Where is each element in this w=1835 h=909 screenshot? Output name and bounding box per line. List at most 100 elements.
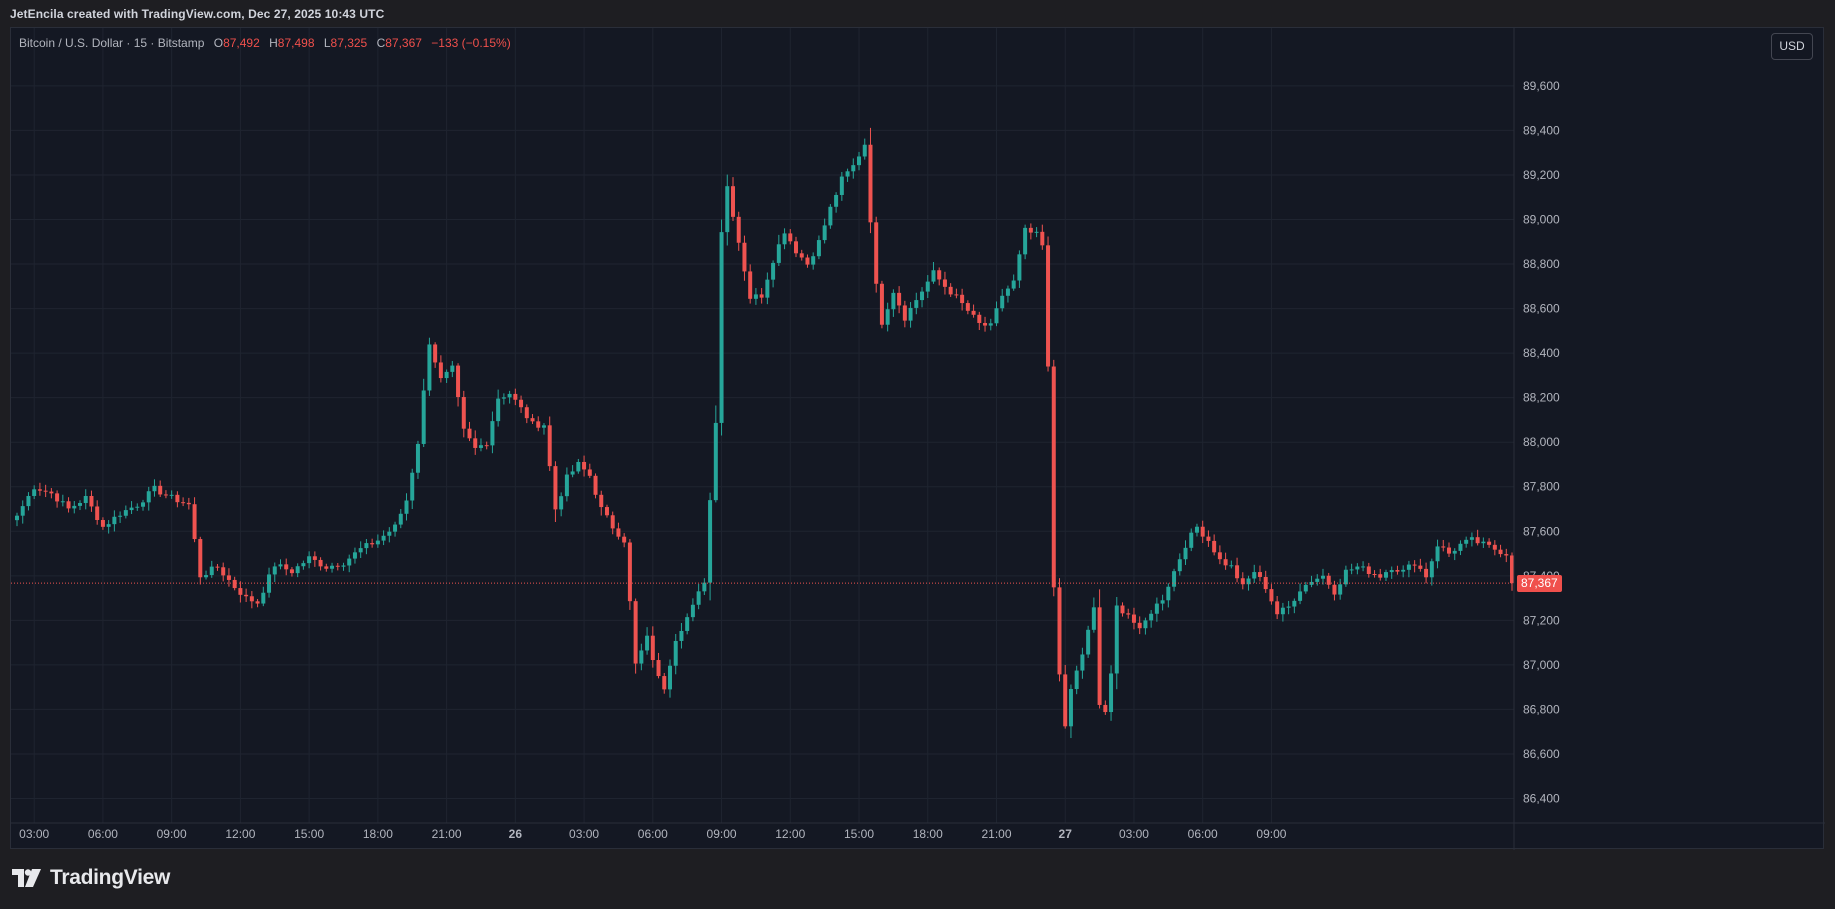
candle	[175, 491, 180, 508]
candlestick-chart[interactable]: 86,40086,60086,80087,00087,20087,40087,6…	[11, 28, 1825, 850]
candle	[622, 533, 627, 548]
candle	[604, 504, 609, 518]
candle-body	[988, 323, 993, 326]
candle-body	[169, 494, 174, 496]
candle	[696, 583, 701, 610]
candle	[960, 288, 965, 311]
x-tick-label: 06:00	[88, 827, 118, 841]
candle	[1435, 539, 1440, 569]
candle-body	[1246, 578, 1251, 585]
candle	[1103, 700, 1108, 715]
candle-body	[89, 495, 94, 507]
candle-body	[834, 194, 839, 207]
candle-body	[473, 438, 478, 448]
candle	[1286, 600, 1291, 615]
chart-panel[interactable]: 86,40086,60086,80087,00087,20087,40087,6…	[10, 27, 1825, 850]
currency-button[interactable]: USD	[1771, 33, 1813, 60]
candle	[1160, 594, 1165, 611]
candle-body	[593, 475, 598, 495]
candle-body	[421, 390, 426, 444]
candle-body	[335, 565, 340, 567]
candle	[667, 659, 672, 698]
candle	[736, 211, 741, 251]
candle-body	[776, 244, 781, 263]
x-tick-label: 06:00	[1188, 827, 1218, 841]
candle	[1257, 565, 1262, 582]
candle	[1074, 665, 1079, 695]
candle-body	[1068, 689, 1073, 727]
axes-layer: 86,40086,60086,80087,00087,20087,40087,6…	[11, 28, 1825, 850]
candle-body	[587, 469, 592, 476]
candle-body	[1383, 572, 1388, 578]
candle	[456, 363, 461, 407]
candle	[633, 598, 638, 674]
candle	[1309, 575, 1314, 588]
candle	[484, 441, 489, 450]
candle-body	[765, 279, 770, 298]
candle	[519, 395, 524, 413]
candle	[141, 499, 146, 511]
candle	[1378, 568, 1383, 581]
candle	[845, 168, 850, 182]
candle-body	[937, 270, 942, 280]
candle-body	[301, 563, 306, 567]
candle-body	[496, 398, 501, 422]
candle	[1487, 538, 1492, 548]
candle	[146, 486, 151, 511]
candle	[501, 393, 506, 405]
candle-body	[920, 291, 925, 301]
candle-body	[685, 617, 690, 631]
candle	[1418, 558, 1423, 572]
candle	[541, 423, 546, 435]
candle-body	[627, 542, 632, 602]
tradingview-logo[interactable]: TradingView	[12, 866, 170, 890]
candle-body	[1194, 526, 1199, 533]
candle	[450, 360, 455, 378]
candle	[118, 511, 123, 523]
y-tick-label: 88,000	[1523, 435, 1560, 449]
candle	[673, 633, 678, 675]
candle-body	[60, 501, 65, 503]
candle-body	[1011, 280, 1016, 289]
candle-body	[381, 535, 386, 541]
candle	[1269, 584, 1274, 605]
candle-body	[1005, 288, 1010, 296]
candle-body	[519, 399, 524, 408]
candle-body	[771, 262, 776, 280]
candle	[1441, 539, 1446, 552]
candle-body	[427, 344, 432, 391]
candle	[799, 249, 804, 261]
candle	[1395, 565, 1400, 575]
candle	[702, 578, 707, 596]
candle-body	[782, 233, 787, 245]
candle	[1458, 540, 1463, 556]
y-tick-label: 86,800	[1523, 702, 1560, 716]
candle	[599, 490, 604, 516]
candle-body	[204, 575, 209, 578]
candle	[112, 510, 117, 532]
candle	[1017, 250, 1022, 288]
candle-body	[1206, 536, 1211, 541]
candle-body	[249, 596, 254, 602]
candle	[988, 318, 993, 331]
candle	[135, 503, 140, 511]
candle-body	[393, 524, 398, 532]
candle-body	[1252, 572, 1257, 579]
candle-body	[879, 283, 884, 325]
candle	[55, 490, 60, 508]
candle-body	[851, 165, 856, 172]
candle	[971, 304, 976, 318]
candle	[1401, 565, 1406, 578]
candle	[1338, 578, 1343, 600]
candle-body	[209, 566, 214, 576]
candle	[1200, 520, 1205, 544]
candle	[753, 288, 758, 305]
candle	[1298, 583, 1303, 605]
candle-body	[874, 222, 879, 284]
candle-body	[1378, 574, 1383, 578]
candle	[444, 369, 449, 383]
candle	[272, 562, 277, 583]
candle	[771, 260, 776, 288]
candle-body	[885, 309, 890, 325]
candle	[908, 302, 913, 328]
